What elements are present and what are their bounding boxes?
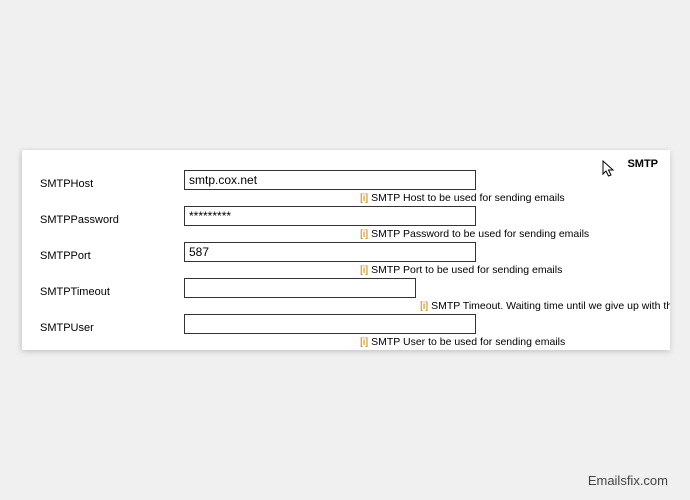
label-smtp-password: SMTPPassword bbox=[40, 214, 119, 226]
row-smtp-port: SMTPPort [i] SMTP Port to be used for se… bbox=[22, 242, 670, 278]
hint-text: SMTP Password to be used for sending ema… bbox=[371, 228, 589, 240]
hint-text: SMTP Port to be used for sending emails bbox=[371, 264, 562, 276]
row-smtp-host: SMTPHost [i] SMTP Host to be used for se… bbox=[22, 170, 670, 206]
hint-smtp-port: [i] SMTP Port to be used for sending ema… bbox=[360, 264, 562, 276]
input-smtp-password[interactable] bbox=[184, 206, 476, 226]
watermark: Emailsfix.com bbox=[588, 473, 668, 488]
input-smtp-timeout[interactable] bbox=[184, 278, 416, 298]
hint-text: SMTP Host to be used for sending emails bbox=[371, 192, 565, 204]
hint-smtp-user: [i] SMTP User to be used for sending ema… bbox=[360, 336, 565, 348]
info-icon: [i] bbox=[360, 336, 371, 348]
hint-text: SMTP User to be used for sending emails bbox=[371, 336, 565, 348]
label-smtp-timeout: SMTPTimeout bbox=[40, 286, 110, 298]
info-icon: [i] bbox=[420, 300, 431, 312]
row-smtp-user: SMTPUser [i] SMTP User to be used for se… bbox=[22, 314, 670, 350]
info-icon: [i] bbox=[360, 228, 371, 240]
form-rows: SMTPHost [i] SMTP Host to be used for se… bbox=[22, 170, 670, 350]
hint-smtp-timeout: [i] SMTP Timeout. Waiting time until we … bbox=[420, 300, 670, 312]
row-smtp-timeout: SMTPTimeout [i] SMTP Timeout. Waiting ti… bbox=[22, 278, 670, 314]
info-icon: [i] bbox=[360, 192, 371, 204]
input-smtp-user[interactable] bbox=[184, 314, 476, 334]
input-smtp-host[interactable] bbox=[184, 170, 476, 190]
panel-title: SMTP bbox=[627, 158, 658, 170]
hint-smtp-host: [i] SMTP Host to be used for sending ema… bbox=[360, 192, 565, 204]
hint-text: SMTP Timeout. Waiting time until we give… bbox=[431, 300, 670, 312]
input-smtp-port[interactable] bbox=[184, 242, 476, 262]
hint-smtp-password: [i] SMTP Password to be used for sending… bbox=[360, 228, 589, 240]
label-smtp-host: SMTPHost bbox=[40, 178, 93, 190]
label-smtp-port: SMTPPort bbox=[40, 250, 91, 262]
row-smtp-password: SMTPPassword [i] SMTP Password to be use… bbox=[22, 206, 670, 242]
info-icon: [i] bbox=[360, 264, 371, 276]
smtp-settings-panel: SMTP SMTPHost [i] SMTP Host to be used f… bbox=[22, 150, 670, 350]
label-smtp-user: SMTPUser bbox=[40, 322, 94, 334]
